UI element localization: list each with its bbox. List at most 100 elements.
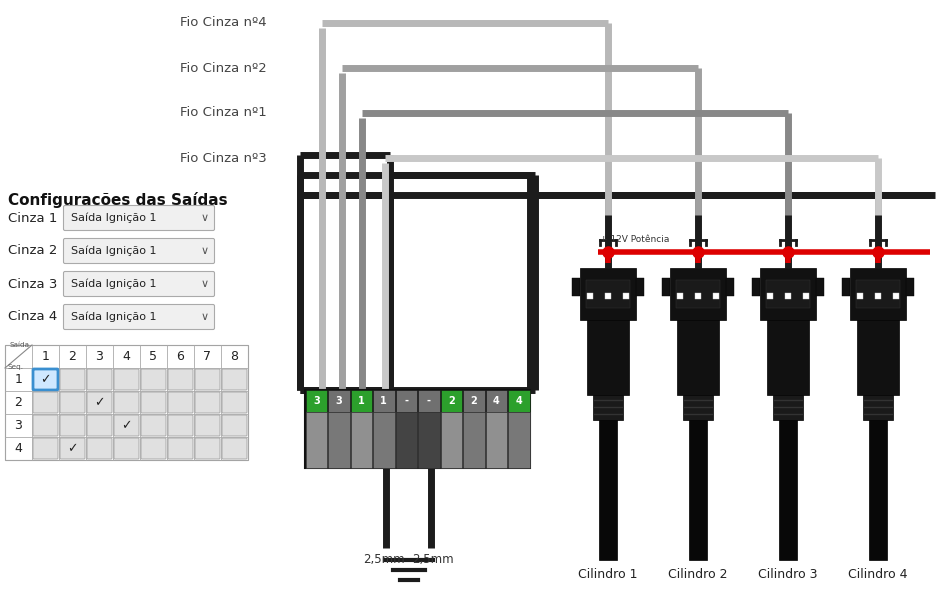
- Text: Saída Ignição 1: Saída Ignição 1: [71, 311, 157, 322]
- FancyBboxPatch shape: [114, 392, 139, 413]
- Text: 1: 1: [14, 373, 23, 386]
- Text: Fio Cinza nº1: Fio Cinza nº1: [179, 107, 266, 119]
- Bar: [662, 278, 669, 296]
- Text: 3: 3: [95, 350, 103, 363]
- Text: 2,5mm: 2,5mm: [362, 553, 404, 566]
- FancyBboxPatch shape: [114, 438, 139, 459]
- Text: Cinza 1: Cinza 1: [8, 211, 58, 224]
- Bar: [856, 320, 898, 395]
- Text: 4: 4: [493, 396, 499, 406]
- FancyBboxPatch shape: [194, 392, 220, 413]
- Bar: [508, 390, 529, 412]
- Text: Fio Cinza nº2: Fio Cinza nº2: [179, 61, 266, 75]
- Text: 7: 7: [203, 350, 211, 363]
- Text: Cilindro 3: Cilindro 3: [757, 568, 817, 581]
- Text: 3: 3: [335, 396, 342, 406]
- FancyBboxPatch shape: [141, 438, 166, 459]
- Bar: [856, 293, 862, 299]
- Text: Cilindro 4: Cilindro 4: [848, 568, 907, 581]
- Bar: [305, 390, 530, 468]
- Bar: [463, 412, 484, 468]
- FancyBboxPatch shape: [194, 415, 220, 436]
- FancyBboxPatch shape: [87, 369, 112, 390]
- Bar: [778, 420, 796, 560]
- Bar: [586, 293, 593, 299]
- Bar: [862, 395, 892, 420]
- Bar: [892, 293, 898, 299]
- Text: Saída Ignição 1: Saída Ignição 1: [71, 279, 157, 289]
- FancyBboxPatch shape: [141, 415, 166, 436]
- Bar: [508, 412, 529, 468]
- Bar: [5, 345, 247, 460]
- FancyBboxPatch shape: [222, 392, 246, 413]
- Bar: [417, 390, 439, 412]
- Bar: [571, 278, 580, 296]
- Bar: [759, 268, 815, 320]
- Text: Saída Ignição 1: Saída Ignição 1: [71, 246, 157, 256]
- Text: ✓: ✓: [41, 373, 51, 386]
- Bar: [841, 278, 849, 296]
- Text: 4: 4: [14, 442, 23, 455]
- Text: Cinza 2: Cinza 2: [8, 244, 58, 258]
- Bar: [688, 420, 706, 560]
- FancyBboxPatch shape: [168, 438, 193, 459]
- Bar: [580, 268, 635, 320]
- Text: ∨: ∨: [201, 312, 209, 322]
- Text: 1: 1: [42, 350, 49, 363]
- Bar: [305, 412, 327, 468]
- Text: 1: 1: [380, 396, 387, 406]
- FancyBboxPatch shape: [222, 369, 246, 390]
- Text: Fio Cinza nº4: Fio Cinza nº4: [179, 16, 266, 30]
- Bar: [328, 390, 349, 412]
- FancyBboxPatch shape: [114, 415, 139, 436]
- Bar: [784, 293, 790, 299]
- Bar: [751, 278, 759, 296]
- Text: ∨: ∨: [201, 279, 209, 289]
- Bar: [305, 390, 327, 412]
- FancyBboxPatch shape: [59, 415, 85, 436]
- Text: 4: 4: [123, 350, 130, 363]
- Bar: [417, 412, 439, 468]
- Bar: [373, 390, 394, 412]
- Bar: [766, 280, 809, 308]
- Text: ✓: ✓: [121, 419, 131, 432]
- Text: 6: 6: [177, 350, 184, 363]
- Bar: [440, 390, 462, 412]
- FancyBboxPatch shape: [63, 205, 214, 230]
- Text: Configurações das Saídas: Configurações das Saídas: [8, 192, 228, 208]
- Text: 8: 8: [230, 350, 238, 363]
- Bar: [669, 268, 725, 320]
- Text: Cilindro 1: Cilindro 1: [578, 568, 637, 581]
- Bar: [712, 293, 718, 299]
- FancyBboxPatch shape: [222, 438, 246, 459]
- FancyBboxPatch shape: [87, 415, 112, 436]
- Bar: [586, 320, 629, 395]
- FancyBboxPatch shape: [33, 392, 58, 413]
- Text: 3: 3: [14, 419, 23, 432]
- Text: Seq.: Seq.: [7, 364, 23, 370]
- Bar: [905, 278, 913, 296]
- FancyBboxPatch shape: [33, 369, 58, 390]
- Bar: [350, 412, 372, 468]
- Text: -: -: [404, 396, 408, 406]
- Bar: [485, 412, 507, 468]
- Bar: [694, 293, 700, 299]
- Bar: [350, 390, 372, 412]
- Bar: [440, 412, 462, 468]
- FancyBboxPatch shape: [63, 304, 214, 330]
- Bar: [725, 278, 733, 296]
- Text: Cilindro 2: Cilindro 2: [667, 568, 727, 581]
- Text: ✓: ✓: [94, 396, 105, 409]
- FancyBboxPatch shape: [141, 392, 166, 413]
- Bar: [396, 412, 416, 468]
- Bar: [767, 293, 772, 299]
- FancyBboxPatch shape: [168, 415, 193, 436]
- Text: ∨: ∨: [201, 213, 209, 223]
- Bar: [604, 293, 611, 299]
- FancyBboxPatch shape: [114, 369, 139, 390]
- FancyBboxPatch shape: [33, 415, 58, 436]
- Bar: [772, 395, 802, 420]
- Text: + 12V Potência: + 12V Potência: [599, 235, 668, 244]
- Text: ✓: ✓: [67, 442, 77, 455]
- FancyBboxPatch shape: [141, 369, 166, 390]
